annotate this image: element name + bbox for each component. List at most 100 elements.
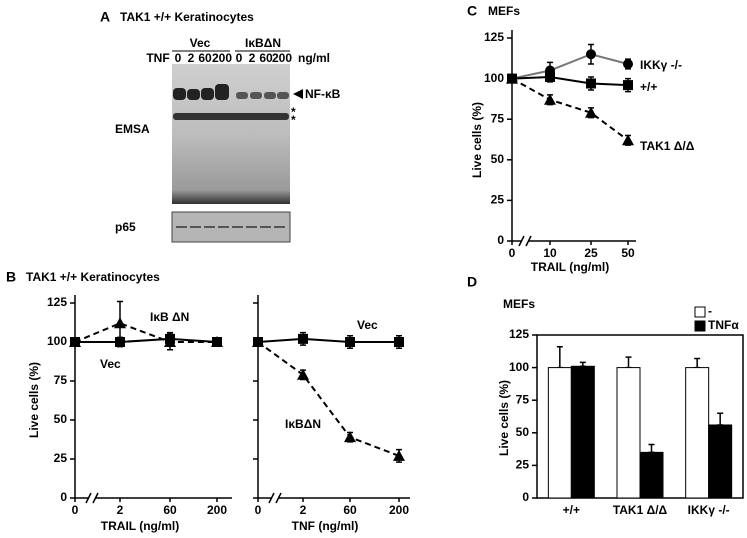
panel-label: B <box>6 269 16 285</box>
series-line <box>74 322 217 343</box>
error-bar <box>625 356 632 369</box>
y-tick-label: 125 <box>509 327 529 341</box>
y-tick-label: 50 <box>54 412 68 426</box>
chart-title: MEFs <box>488 4 520 18</box>
dose-label: 2 <box>188 51 195 65</box>
bar <box>708 424 733 499</box>
x-tick-label: 25 <box>584 246 598 260</box>
x-tick-label: IKKγ -/- <box>688 503 730 517</box>
marker <box>586 78 596 89</box>
series-label: TAK1 Δ/Δ <box>640 139 695 153</box>
series-label: Vec <box>100 357 121 371</box>
x-tick-label: +/+ <box>563 503 580 517</box>
legend-swatch <box>694 306 706 318</box>
error-bar <box>694 357 701 369</box>
panel-label: D <box>467 274 477 290</box>
asterisk: * <box>291 105 296 119</box>
panel-label: C <box>467 3 477 19</box>
gel-image <box>172 64 290 204</box>
series-label: +/+ <box>640 80 657 94</box>
dose-label: 60 <box>259 51 273 65</box>
error-bar <box>648 443 655 454</box>
marker <box>623 80 633 91</box>
x-tick-label: 200 <box>207 503 227 517</box>
x-tick-label: 200 <box>389 503 409 517</box>
x-tick-label: 60 <box>343 503 357 517</box>
series-line <box>511 53 629 80</box>
y-tick-label: 100 <box>47 334 67 348</box>
y-tick-label: 50 <box>516 425 530 439</box>
assay-label: EMSA <box>115 122 150 136</box>
axis-break <box>518 235 532 247</box>
y-tick-label: 25 <box>491 193 505 207</box>
series-line <box>257 337 399 343</box>
loading-blot <box>171 211 291 243</box>
group-label: IκBΔN <box>245 36 281 50</box>
axis-break <box>268 492 282 504</box>
x-tick-label: 2 <box>300 503 307 517</box>
loading-label: p65 <box>115 220 136 234</box>
series-line <box>257 341 400 457</box>
marker <box>393 449 405 461</box>
axis-break <box>85 492 99 504</box>
dose-label: 2 <box>249 51 256 65</box>
x-tick-label: 60 <box>163 503 177 517</box>
x-axis-label: TRAIL (ng/ml) <box>101 519 179 533</box>
y-axis-label: Live cells (%) <box>497 380 511 456</box>
y-tick-label: 125 <box>484 30 504 44</box>
y-tick-label: 0 <box>60 490 67 504</box>
x-tick-label: 10 <box>543 246 557 260</box>
marker <box>622 134 634 146</box>
y-tick-label: 125 <box>47 295 67 309</box>
y-tick-label: 0 <box>497 233 504 247</box>
marker <box>164 336 176 347</box>
y-tick-label: 25 <box>516 458 530 472</box>
y-tick-label: 0 <box>522 490 529 504</box>
marker <box>114 317 126 329</box>
x-tick-label: 2 <box>117 503 124 517</box>
bar <box>685 367 710 499</box>
bar <box>616 367 641 499</box>
bar <box>570 365 595 499</box>
x-axis-label: TRAIL (ng/ml) <box>531 260 609 274</box>
x-tick-label: 0 <box>255 503 262 517</box>
treatment-label: TNF <box>146 51 169 65</box>
y-axis-label: Live cells (%) <box>470 102 484 178</box>
band-arrow <box>293 89 303 99</box>
series-line <box>511 75 629 87</box>
marker <box>506 72 518 84</box>
marker <box>69 336 81 347</box>
y-tick-label: 75 <box>54 373 68 387</box>
asterisk: * <box>291 113 296 127</box>
group-label: Vec <box>190 36 211 50</box>
marker <box>394 337 404 347</box>
marker <box>544 93 556 105</box>
error-bar <box>556 345 563 369</box>
x-axis-label: TNF (ng/ml) <box>292 519 359 533</box>
marker <box>297 368 309 380</box>
gel-title: TAK1 +/+ Keratinocytes <box>120 10 254 24</box>
panel-label: A <box>100 9 110 25</box>
series-line <box>75 337 218 343</box>
legend-label: - <box>708 304 712 318</box>
series-label: Vec <box>357 318 378 332</box>
y-tick-label: 75 <box>516 392 530 406</box>
series-label: IκBΔN <box>285 417 321 431</box>
gel-panel: A TAK1 +/+ Keratinocytes Vec IκBΔN TNF 0… <box>100 9 341 243</box>
y-axis-label: Live cells (%) <box>27 362 41 438</box>
error-bar <box>579 361 586 368</box>
chart-title: MEFs <box>503 297 535 311</box>
bar <box>639 451 664 499</box>
y-tick-label: 25 <box>54 451 68 465</box>
chart-title: TAK1 +/+ Keratinocytes <box>26 270 160 284</box>
unit-label: ng/ml <box>298 51 330 65</box>
band-label: NF-κB <box>305 87 341 101</box>
marker <box>211 336 223 347</box>
marker <box>623 58 633 69</box>
gel-bands <box>173 84 289 120</box>
error-bar <box>717 412 724 426</box>
series-label: IκB ΔN <box>150 310 189 324</box>
y-tick-label: 75 <box>491 111 505 125</box>
marker <box>344 431 356 443</box>
